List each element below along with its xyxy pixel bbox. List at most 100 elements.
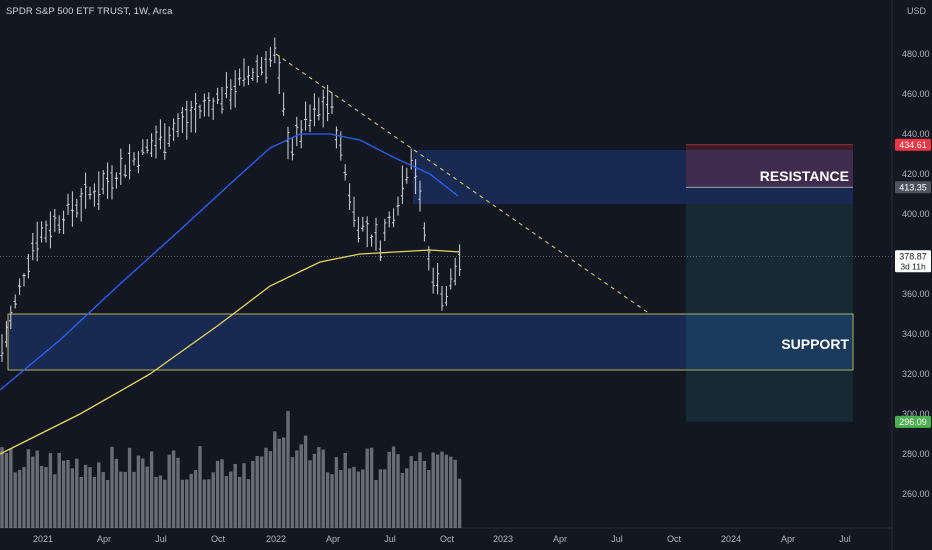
volume-bar xyxy=(290,457,295,528)
chart-title: SPDR S&P 500 ETF TRUST, 1W, Arca xyxy=(6,6,173,17)
volume-bar xyxy=(66,459,70,528)
y-tick-label: 440.00 xyxy=(902,129,930,139)
x-tick-label: Apr xyxy=(553,534,567,544)
volume-bar xyxy=(215,460,220,528)
volume-bar xyxy=(105,479,110,528)
stop-area xyxy=(686,204,853,422)
volume-bar xyxy=(334,457,339,528)
volume-bar xyxy=(361,469,365,528)
volume-bar xyxy=(242,463,246,528)
volume-bar xyxy=(308,460,312,528)
volume-bar xyxy=(35,450,39,528)
volume-bar xyxy=(75,458,79,528)
volume-bar xyxy=(154,476,158,528)
x-tick-label: Oct xyxy=(440,534,455,544)
price-label: 296.09 xyxy=(899,417,927,427)
volume-bar xyxy=(9,448,13,528)
x-tick-label: Jul xyxy=(839,534,851,544)
volume-bar xyxy=(132,471,136,528)
volume-bar xyxy=(163,479,167,528)
y-tick-label: 280.00 xyxy=(902,449,930,459)
volume-bar xyxy=(88,467,92,528)
currency-label: USD xyxy=(906,6,926,16)
support-label: SUPPORT xyxy=(781,336,849,352)
volume-bar xyxy=(295,450,299,528)
volume-bar xyxy=(440,451,444,528)
price-label: 413.35 xyxy=(899,182,927,192)
volume-bar xyxy=(369,447,374,528)
x-tick-label: Oct xyxy=(211,534,226,544)
volume-bar xyxy=(325,472,330,528)
volume-bar xyxy=(303,435,308,528)
y-tick-label: 460.00 xyxy=(902,89,930,99)
volume-bar xyxy=(339,470,343,528)
volume-bar xyxy=(391,446,396,528)
volume-bar xyxy=(378,469,383,528)
volume-bar xyxy=(97,462,101,528)
volume-bar xyxy=(453,459,457,528)
volume-bar xyxy=(330,474,334,528)
volume-bar xyxy=(365,448,369,528)
volume-bar xyxy=(48,453,53,528)
volume-bar xyxy=(101,471,105,528)
volume-bar xyxy=(259,456,264,528)
volume-bar xyxy=(0,447,4,528)
volume-bar xyxy=(273,431,277,528)
volume-bar xyxy=(246,479,251,528)
y-tick-label: 480.00 xyxy=(902,49,930,59)
volume-bar xyxy=(383,469,387,528)
volume-bar xyxy=(110,446,114,528)
x-tick-label: 2023 xyxy=(493,534,513,544)
volume-bar xyxy=(26,449,31,528)
blue-moving-average xyxy=(0,133,459,391)
volume-bar xyxy=(202,479,207,528)
volume-bar xyxy=(352,466,356,528)
volume-bar xyxy=(312,453,317,528)
volume-bar xyxy=(224,476,229,528)
volume-bar xyxy=(123,471,127,528)
y-tick-label: 320.00 xyxy=(902,369,930,379)
volume-bar xyxy=(422,460,427,528)
y-tick-label: 400.00 xyxy=(902,209,930,219)
y-tick-label: 420.00 xyxy=(902,169,930,179)
volume-bar xyxy=(264,447,268,528)
downtrend-line xyxy=(275,53,651,315)
volume-bar xyxy=(277,438,281,528)
price-label: 378.87 xyxy=(899,251,927,261)
volume-bar xyxy=(431,452,435,528)
x-tick-label: Apr xyxy=(326,534,340,544)
volume-bar xyxy=(149,451,154,528)
volume-bar xyxy=(17,469,22,528)
volume-bar xyxy=(457,478,462,528)
volume-bar xyxy=(444,454,449,528)
volume-bar xyxy=(413,461,418,528)
volume-bar xyxy=(171,450,176,528)
x-tick-label: Jul xyxy=(384,534,396,544)
volume-bar xyxy=(387,451,391,528)
volume-bar xyxy=(119,471,123,528)
volume-bar xyxy=(251,460,255,528)
volume-bar xyxy=(79,476,83,528)
volume-bar xyxy=(158,475,163,528)
volume-bar xyxy=(57,452,61,528)
support-zone xyxy=(7,313,854,371)
volume-bar xyxy=(61,460,66,528)
volume-bar xyxy=(13,472,17,528)
volume-bar xyxy=(233,463,237,528)
target-area xyxy=(686,144,853,188)
price-label-box xyxy=(895,138,931,151)
volume-bar xyxy=(400,472,405,528)
x-tick-label: Oct xyxy=(667,534,682,544)
volume-bar xyxy=(317,447,321,528)
volume-bar xyxy=(44,467,48,528)
volume-bar xyxy=(198,446,202,528)
volume-bar xyxy=(185,479,189,528)
volume-bar xyxy=(255,456,259,528)
volume-bar xyxy=(321,449,325,528)
volume-bar xyxy=(343,452,347,528)
volume-bar xyxy=(141,458,145,528)
x-tick-label: Apr xyxy=(97,534,111,544)
volume-bar xyxy=(449,456,453,528)
price-label-box xyxy=(895,181,931,194)
